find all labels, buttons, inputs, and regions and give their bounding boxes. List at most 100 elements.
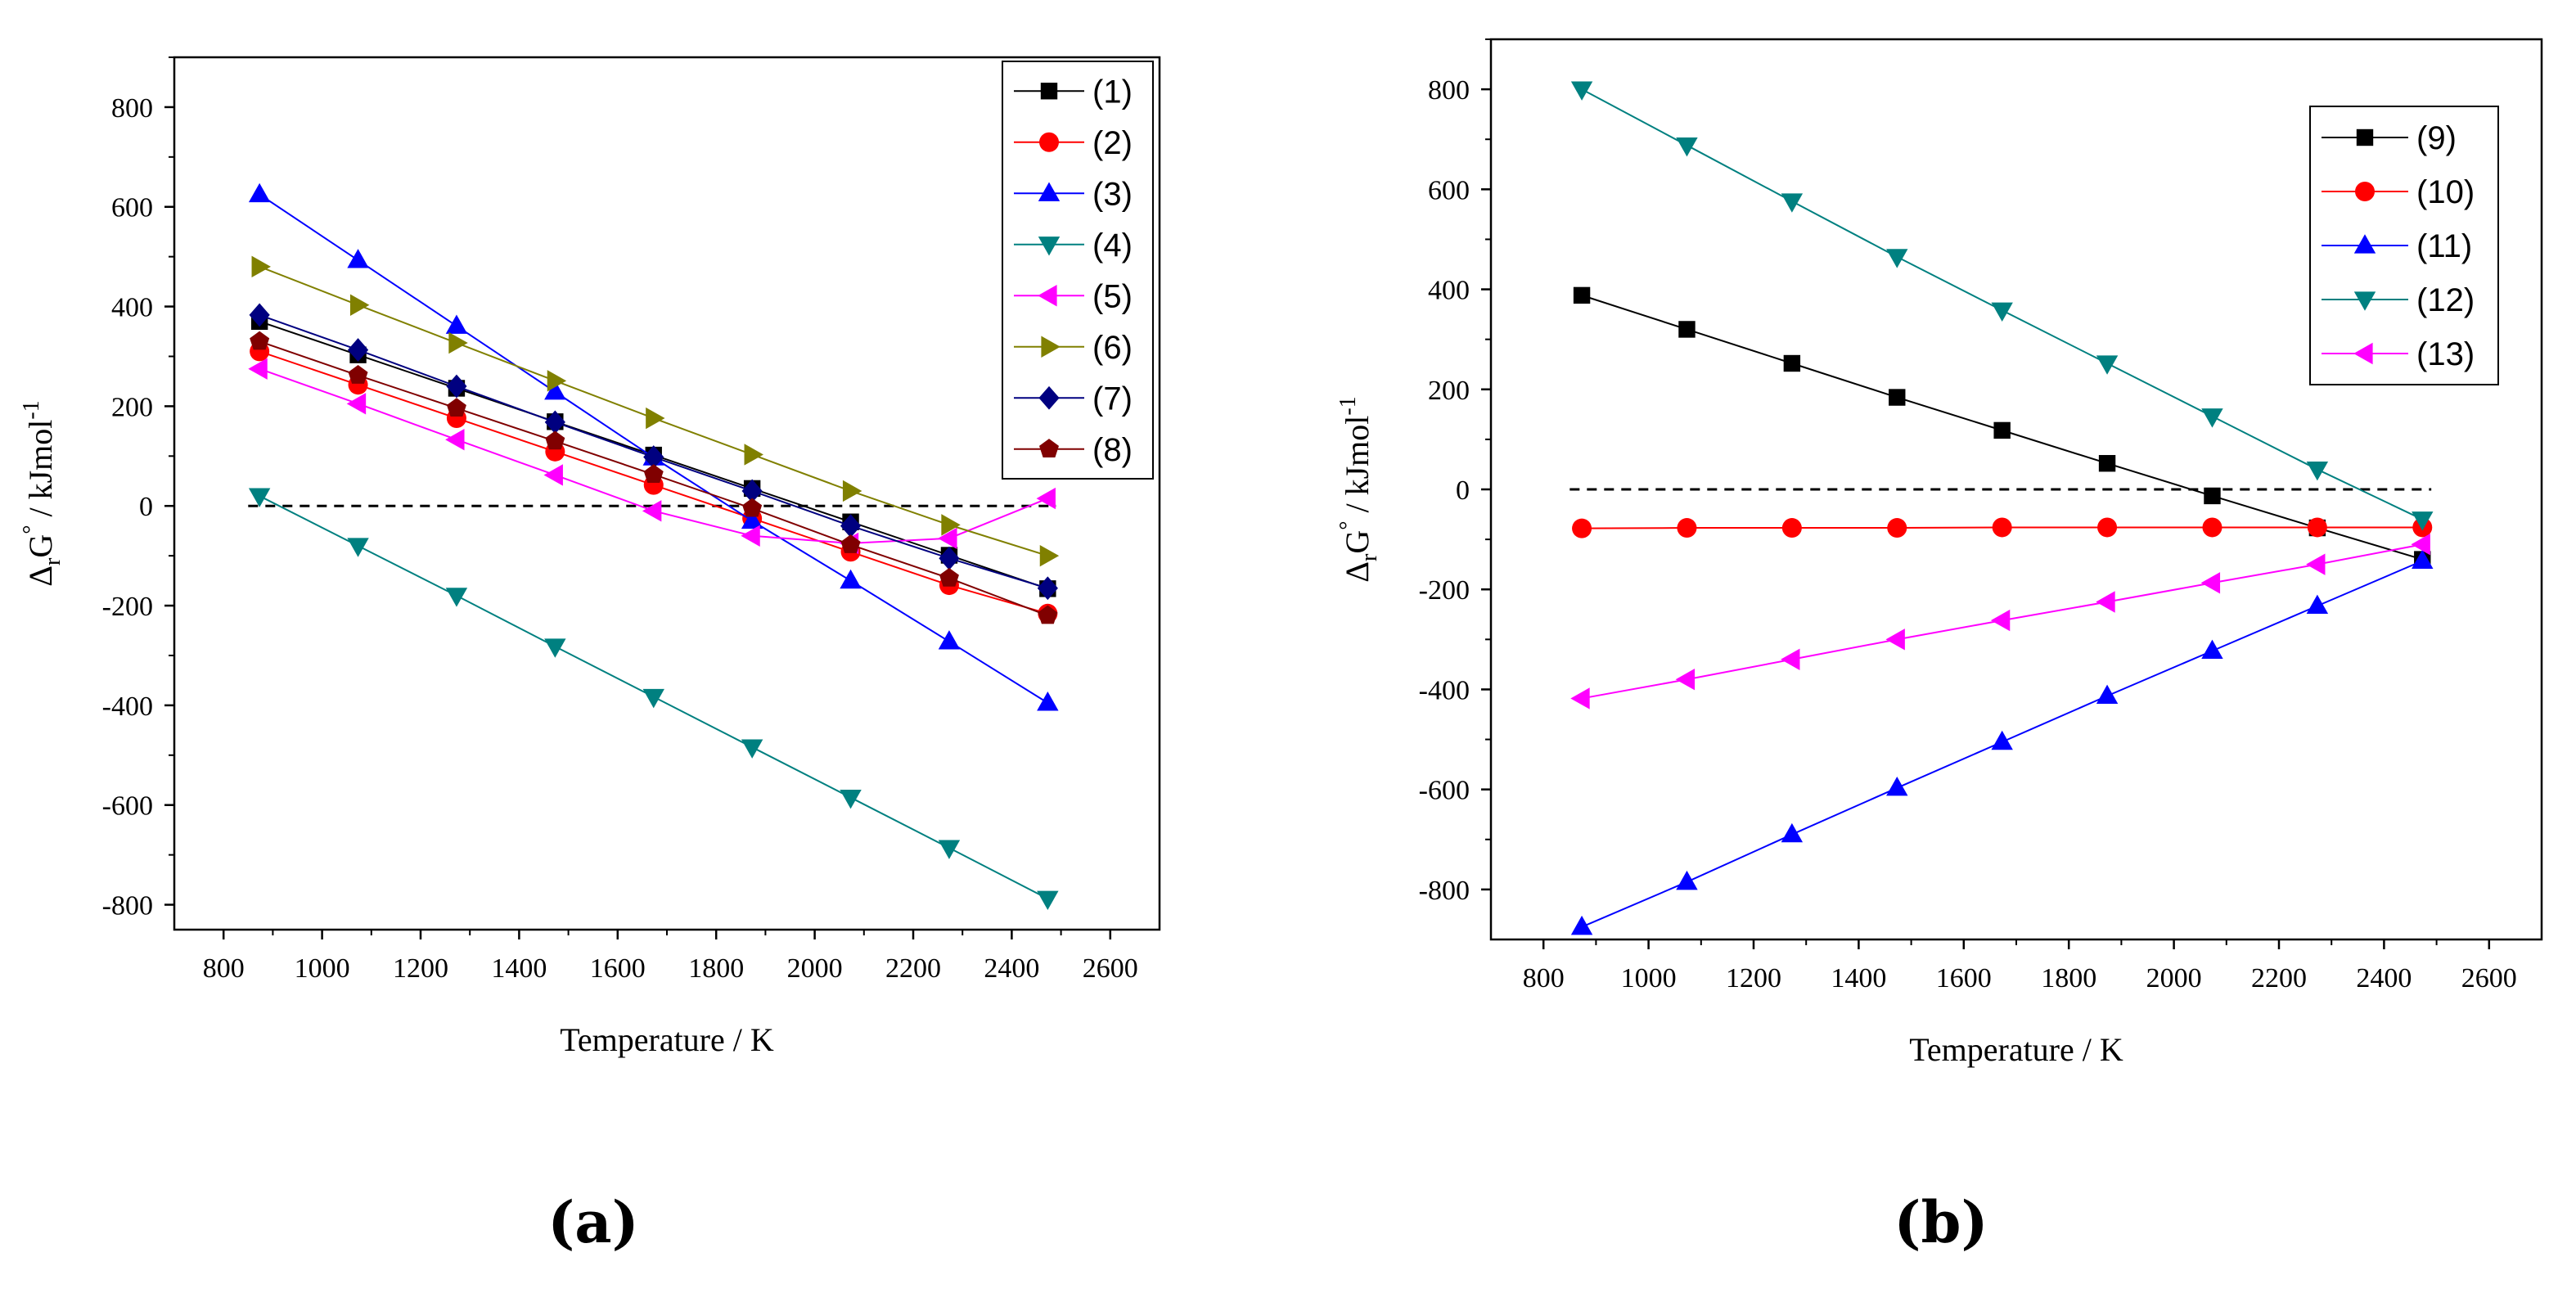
data-point [1991, 730, 2013, 750]
y-tick-label: 800 [111, 93, 153, 124]
legend-label: (11) [2416, 228, 2472, 264]
data-point [347, 249, 369, 268]
x-tick-label: 1200 [1726, 963, 1781, 993]
series-4 [248, 488, 1059, 911]
data-point [1039, 544, 1060, 567]
legend-marker [2356, 128, 2374, 146]
chart-panel-b: 800 1000 1200 1400 1600 1800 2000 2200 2400 2600-… [1335, 38, 2543, 1068]
data-point [1675, 669, 1696, 691]
data-point [544, 380, 566, 400]
data-point [941, 514, 961, 536]
y-axis-title-part: -1 [19, 400, 44, 419]
data-point [2096, 591, 2115, 613]
y-tick-label: 600 [111, 193, 153, 223]
data-point [1037, 890, 1059, 911]
data-point [1886, 777, 1908, 796]
data-point [741, 479, 763, 503]
y-tick-label: 200 [111, 392, 153, 422]
data-point [2097, 517, 2118, 538]
legend-label: (1) [1092, 74, 1133, 110]
data-point [1886, 249, 1908, 268]
data-point [445, 429, 465, 451]
data-point [2412, 511, 2434, 531]
data-point [1990, 609, 2011, 632]
data-point [445, 588, 468, 607]
data-point [2201, 639, 2223, 659]
x-tick-label: 2000 [2146, 963, 2202, 993]
y-axis-title-part: ° [19, 525, 44, 534]
data-point [842, 480, 862, 502]
data-point [348, 365, 368, 384]
legend-marker [1038, 182, 1061, 201]
legend-label: (5) [1092, 278, 1133, 314]
data-point [349, 294, 370, 316]
data-point [446, 374, 467, 399]
data-point [643, 445, 664, 469]
chart-panel-a: 800 1000 1200 1400 1600 1800 2000 2200 2400 2600-… [19, 56, 1161, 1058]
legend-label: (6) [1092, 330, 1133, 366]
legend-marker [1038, 385, 1060, 410]
legend-label: (4) [1092, 228, 1133, 264]
x-tick-label: 1400 [1831, 963, 1886, 993]
legend-marker [2353, 342, 2373, 365]
data-point [1781, 518, 1802, 538]
x-tick-label: 800 [1523, 963, 1565, 993]
x-tick-label: 1400 [491, 953, 547, 984]
x-tick-label: 1600 [1936, 963, 1992, 993]
y-tick-label: -800 [1419, 876, 1470, 906]
x-tick-label: 2200 [2251, 963, 2307, 993]
data-point [1885, 628, 1905, 651]
data-point [642, 688, 664, 709]
data-point [1678, 321, 1696, 338]
x-tick-label: 800 [203, 953, 245, 984]
data-point [741, 739, 763, 759]
legend-marker [2355, 182, 2375, 201]
data-point [1783, 354, 1801, 372]
legend-marker [1038, 237, 1061, 256]
data-point [938, 527, 957, 550]
data-point [938, 630, 961, 650]
x-axis-title: Temperature / K [560, 1021, 774, 1058]
data-point [2098, 455, 2116, 472]
data-point [251, 255, 271, 278]
data-point [2204, 487, 2221, 505]
data-point [2306, 594, 2329, 614]
legend: (9) (10) (11) (12) (13) [2309, 106, 2499, 385]
data-point [742, 498, 763, 517]
legend-label: (9) [2416, 120, 2457, 156]
series-13 [1570, 534, 2430, 710]
data-point [1037, 692, 1059, 711]
data-point [1993, 421, 2011, 439]
x-tick-label: 2000 [787, 953, 843, 984]
y-tick-label: 600 [1428, 175, 1470, 205]
legend-label: (10) [2416, 174, 2475, 210]
data-point [1570, 81, 1593, 101]
panel-label-a: (a) [547, 1188, 639, 1256]
data-point [1992, 517, 2012, 538]
legend-marker [1039, 132, 1059, 152]
y-tick-label: 800 [1428, 75, 1470, 106]
data-point [2096, 355, 2119, 375]
series-7 [249, 303, 1058, 601]
data-point [543, 464, 563, 486]
series-10 [1572, 517, 2433, 538]
x-tick-label: 2200 [885, 953, 941, 984]
data-point [248, 358, 268, 380]
data-point [840, 534, 861, 553]
data-point [248, 488, 271, 507]
y-axis-title: ΔrG° / kJmol-1 [19, 400, 65, 586]
y-tick-label: -600 [1419, 776, 1470, 806]
x-tick-label: 2600 [1083, 953, 1138, 984]
y-tick-label: -800 [102, 891, 153, 921]
data-point [445, 314, 468, 334]
data-point [938, 840, 961, 859]
data-point [2202, 517, 2222, 538]
y-axis-title-part: G [1339, 530, 1376, 554]
data-point [1036, 487, 1056, 510]
data-point [1781, 822, 1804, 843]
data-point [1573, 286, 1591, 304]
y-axis-title-part: G [22, 534, 59, 558]
y-axis-title-part: / kJmol [1339, 416, 1376, 521]
y-tick-label: 400 [1428, 276, 1470, 306]
y-tick-label: -200 [1419, 575, 1470, 606]
